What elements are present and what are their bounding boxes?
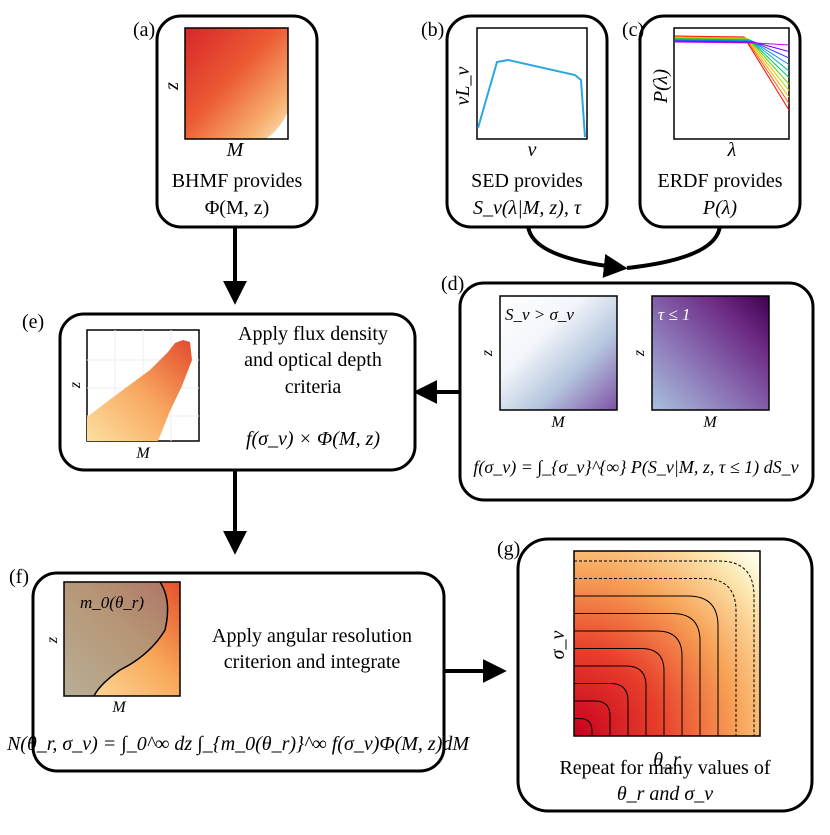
erdf-line: [674, 37, 790, 85]
panel-f-line2: criterion and integrate: [224, 651, 401, 673]
panel-a-tag: (a): [133, 19, 155, 41]
contour-line: [574, 578, 737, 736]
panel-f-formula: N(θ_r, σ_ν) = ∫_0^∞ dz ∫_{m_0(θ_r)}^∞ f(…: [6, 733, 470, 756]
panel-c-line2: P(λ): [702, 197, 738, 219]
panel-b: (b) ν νL_ν SED provides S_ν(λ|M, z), τ: [421, 14, 609, 229]
panel-c-line1: ERDF provides: [658, 170, 783, 192]
panel-g-heatmap: [574, 551, 760, 736]
panel-f-axes: [63, 581, 181, 697]
erdf-line: [674, 40, 790, 52]
panel-b-line1: SED provides: [471, 170, 583, 192]
panel-d-tag: (d): [441, 273, 464, 295]
panel-a-axes: [184, 27, 289, 140]
panel-a-heatmap: [185, 28, 288, 139]
panel-g-ylabel: σ_ν: [547, 631, 569, 660]
panel-b-sed-curve: [477, 58, 586, 138]
panel-a-line2: Φ(M, z): [205, 197, 270, 219]
panel-a-line1: BHMF provides: [172, 170, 303, 192]
erdf-line: [674, 39, 790, 65]
panel-b-line2: S_ν(λ|M, z), τ: [473, 197, 582, 219]
contour-line: [574, 595, 719, 736]
panel-e-xlabel: M: [135, 445, 151, 462]
panel-e-line3: criteria: [285, 376, 342, 398]
panel-f-xlabel: M: [111, 699, 127, 716]
panel-b-tag: (b): [421, 19, 444, 41]
erdf-line: [674, 36, 790, 98]
panel-f-tag: (f): [9, 566, 29, 588]
panel-e-tag: (e): [22, 311, 44, 333]
panel-e-formula: f(σ_ν) × Φ(M, z): [246, 428, 380, 450]
contour-line: [574, 560, 755, 736]
panel-d-left-ylabel: z: [479, 349, 496, 357]
panel-a: (a) M z BHMF provides Φ(M, z): [133, 14, 319, 229]
contour-line: [574, 700, 611, 736]
erdf-line: [674, 40, 790, 59]
panel-c-tag: (c): [622, 19, 644, 41]
arrows: [223, 224, 722, 683]
panel-d-left-xlabel: M: [550, 414, 566, 431]
contour-line: [574, 613, 701, 736]
panel-d-left-heatmap: [499, 295, 618, 411]
panel-f: (f) m_0(θ_r) M z Apply angular resolutio…: [6, 566, 470, 773]
contour-line: [574, 683, 629, 736]
erdf-line: [674, 38, 790, 78]
panel-c-ylabel: P(λ): [650, 69, 672, 105]
panel-c-xlabel: λ: [727, 139, 737, 161]
panel-b-xlabel: ν: [528, 139, 537, 161]
erdf-line: [674, 36, 790, 104]
panel-e: (e) M z Apply flux density and optical d…: [22, 311, 417, 472]
panel-g: (g) θ_r σ_ν Repeat for many values of Re…: [497, 537, 814, 813]
panel-g-text-line1: Repeat for many values of: [559, 757, 770, 779]
erdf-line: [674, 41, 790, 46]
panel-g-tag: (g): [497, 538, 520, 560]
panel-f-m0-curve: [93, 581, 169, 697]
panel-d-right-ylabel: z: [631, 349, 648, 357]
panel-f-line1: Apply angular resolution: [212, 625, 412, 647]
panel-d-right-label: τ ≤ 1: [658, 305, 690, 324]
panel-g-line2: θ_r and σ_ν: [617, 783, 713, 805]
contour-line: [574, 665, 647, 736]
panel-e-heatmap: [87, 340, 192, 441]
panel-a-xlabel: M: [226, 139, 245, 161]
panel-f-ylabel: z: [44, 636, 61, 644]
panel-e-line1: Apply flux density: [238, 323, 388, 345]
arrow-c-to-d: [626, 224, 722, 270]
panel-d-formula: f(σ_ν) = ∫_{σ_ν}^{∞} P(S_ν|M, z, τ ≤ 1) …: [473, 457, 798, 478]
arrow-b-to-d: [526, 224, 628, 278]
panel-f-excluded-region: [64, 582, 168, 696]
contour-line: [574, 718, 593, 736]
panel-d-right-heatmap: [651, 295, 770, 411]
panel-g-axes: [573, 550, 761, 737]
panel-d-right-xlabel: M: [702, 414, 718, 431]
erdf-line: [674, 39, 790, 72]
panel-d-left-label: S_ν > σ_ν: [505, 305, 574, 324]
panel-a-ylabel: z: [161, 82, 183, 91]
panel-b-ylabel: νL_ν: [452, 66, 474, 105]
panel-e-line2: and optical depth: [244, 349, 382, 371]
panel-c-erdf-lines: [674, 35, 790, 111]
panel-c-axes: [673, 27, 790, 140]
erdf-line: [674, 35, 790, 111]
panel-g-contours: [574, 560, 755, 736]
panel-d: (d) S_ν > σ_ν M z τ ≤ 1 M z f(σ_ν) = ∫_{…: [441, 273, 815, 502]
panel-b-axes: [476, 27, 588, 140]
panel-c: (c) λ P(λ) ERDF provides P(λ): [622, 14, 802, 229]
contour-line: [574, 630, 683, 736]
panel-e-ylabel: z: [67, 381, 84, 389]
panel-g-xlabel: θ_r: [653, 749, 681, 771]
erdf-line: [674, 37, 790, 91]
contour-line: [574, 648, 665, 736]
panel-f-curve-label: m_0(θ_r): [80, 593, 144, 612]
